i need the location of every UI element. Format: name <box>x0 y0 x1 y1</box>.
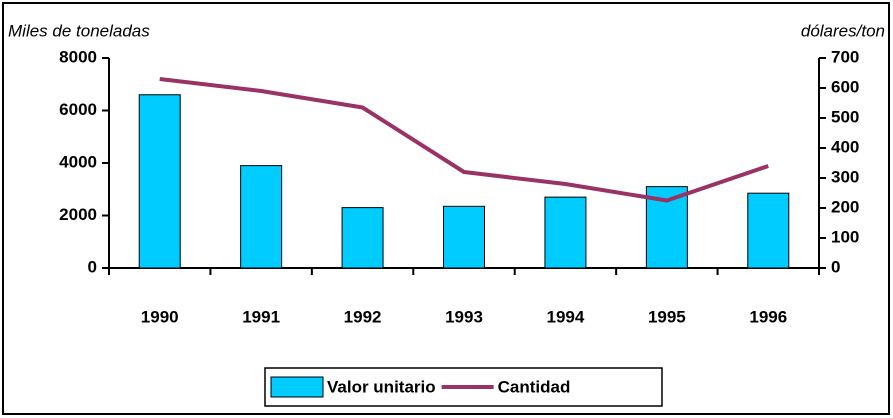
line <box>159 77 769 203</box>
y-tick-label: 4000 <box>59 152 97 171</box>
bar <box>138 94 181 269</box>
legend-swatch <box>270 376 324 398</box>
y-tick-label: 0 <box>88 257 97 276</box>
x-tick-label: 1990 <box>141 307 179 326</box>
bar <box>544 196 587 269</box>
x-tick-label: 1991 <box>242 307 280 326</box>
y2-tick-label: 100 <box>831 227 859 246</box>
y2-tick-label: 300 <box>831 167 859 186</box>
bar <box>341 207 384 269</box>
y2-tick-label: 600 <box>831 77 859 96</box>
x-tick-label: 1996 <box>749 307 787 326</box>
y2-tick-label: 200 <box>831 197 859 216</box>
x-tick-label: 1995 <box>648 307 686 326</box>
y-tick-label: 8000 <box>59 47 97 66</box>
bar <box>443 205 485 269</box>
legend-label: Valor unitario <box>327 377 436 396</box>
y-axis-title: Miles de toneladas <box>8 21 150 40</box>
y-tick-label: 2000 <box>59 205 97 224</box>
y2-axis-title: dólares/ton <box>801 21 885 40</box>
y2-tick-label: 400 <box>831 137 859 156</box>
y-tick-label: 6000 <box>59 100 97 119</box>
x-tick-label: 1994 <box>547 307 585 326</box>
legend-label: Cantidad <box>498 377 571 396</box>
y2-tick-label: 0 <box>831 257 840 276</box>
y2-tick-label: 700 <box>831 47 859 66</box>
x-tick-label: 1992 <box>344 307 382 326</box>
bar <box>747 192 790 269</box>
y2-tick-label: 500 <box>831 107 859 126</box>
bar <box>240 165 283 269</box>
x-tick-label: 1993 <box>445 307 483 326</box>
